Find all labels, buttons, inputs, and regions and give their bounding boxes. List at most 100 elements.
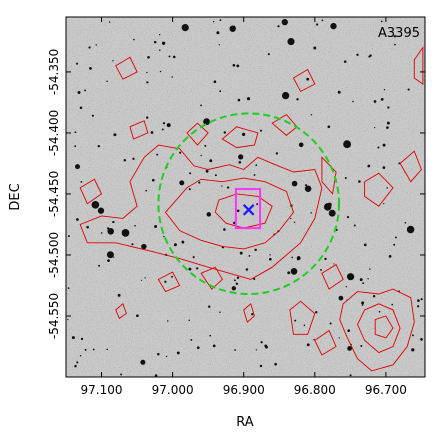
star xyxy=(218,44,220,46)
star xyxy=(294,319,297,322)
cluster-radius-circle xyxy=(157,112,341,296)
star xyxy=(238,160,242,164)
star xyxy=(330,22,337,30)
star xyxy=(154,225,158,228)
star xyxy=(353,224,356,227)
star xyxy=(320,268,322,271)
star xyxy=(406,225,415,234)
star xyxy=(163,235,165,238)
star xyxy=(98,264,101,267)
star xyxy=(367,164,371,168)
star xyxy=(205,169,209,173)
contour-line xyxy=(289,300,316,335)
star xyxy=(420,298,423,301)
star xyxy=(337,90,341,94)
star xyxy=(132,157,135,160)
star xyxy=(267,53,270,56)
center-marker xyxy=(242,204,255,216)
star xyxy=(361,301,365,305)
star xyxy=(153,40,157,44)
contour-line xyxy=(399,150,422,183)
star xyxy=(223,228,226,231)
star xyxy=(338,337,340,339)
star xyxy=(313,46,317,50)
x-tick-label: 97.100 xyxy=(81,383,123,397)
star xyxy=(181,23,189,32)
star xyxy=(84,348,87,351)
star xyxy=(328,209,336,217)
star xyxy=(158,33,161,36)
star xyxy=(393,243,396,246)
star xyxy=(140,359,146,365)
star xyxy=(200,154,202,157)
star xyxy=(188,267,192,271)
star xyxy=(362,282,364,285)
star xyxy=(347,346,352,351)
star xyxy=(323,203,332,211)
star xyxy=(393,35,397,38)
star xyxy=(313,338,315,341)
star xyxy=(147,55,150,59)
star xyxy=(173,243,177,247)
star xyxy=(417,299,420,302)
star xyxy=(367,278,369,280)
star xyxy=(151,178,155,182)
star xyxy=(361,304,364,306)
star xyxy=(106,348,109,351)
star xyxy=(95,44,97,46)
star xyxy=(380,98,384,101)
cluster-name-label: A3395 xyxy=(378,26,420,41)
star xyxy=(131,243,134,246)
star xyxy=(74,131,77,134)
star xyxy=(291,256,294,259)
x-tick-label: 96.900 xyxy=(223,383,265,397)
star xyxy=(190,338,193,341)
star xyxy=(255,349,257,351)
star xyxy=(412,334,414,337)
star xyxy=(359,278,363,282)
star xyxy=(374,126,376,129)
x-axis-label: RA xyxy=(236,415,254,430)
star xyxy=(112,60,114,62)
star xyxy=(343,60,347,63)
star xyxy=(321,19,324,22)
x-axis-ticks: 97.100 97.000 96.900 96.800 96.700 xyxy=(81,17,407,397)
star xyxy=(168,55,171,58)
star xyxy=(383,88,386,91)
star xyxy=(75,62,79,65)
star xyxy=(89,67,92,70)
star xyxy=(386,121,390,125)
star-field xyxy=(67,18,423,377)
star xyxy=(79,354,82,357)
star xyxy=(198,181,201,184)
star xyxy=(237,98,241,102)
star xyxy=(260,341,263,344)
star xyxy=(358,180,361,183)
bcg-box xyxy=(234,188,262,230)
star xyxy=(223,131,227,134)
y-tick-label: -54.450 xyxy=(47,171,61,217)
contour-line xyxy=(314,329,337,356)
xray-contours xyxy=(79,46,424,372)
star xyxy=(369,268,371,270)
star xyxy=(179,180,185,186)
star xyxy=(196,346,200,350)
star xyxy=(196,267,199,270)
star xyxy=(290,217,292,220)
star xyxy=(343,140,352,149)
star xyxy=(377,146,380,149)
star xyxy=(86,225,89,229)
star xyxy=(221,185,223,187)
star xyxy=(420,338,423,341)
star xyxy=(100,232,103,234)
star xyxy=(293,221,296,223)
y-tick-label: -54.500 xyxy=(47,232,61,278)
star xyxy=(123,158,127,162)
star xyxy=(172,55,176,59)
star xyxy=(315,311,318,314)
star xyxy=(117,293,121,297)
y-axis-label: DEC xyxy=(8,183,23,210)
star xyxy=(236,64,240,68)
star xyxy=(416,305,420,308)
star xyxy=(67,318,69,321)
